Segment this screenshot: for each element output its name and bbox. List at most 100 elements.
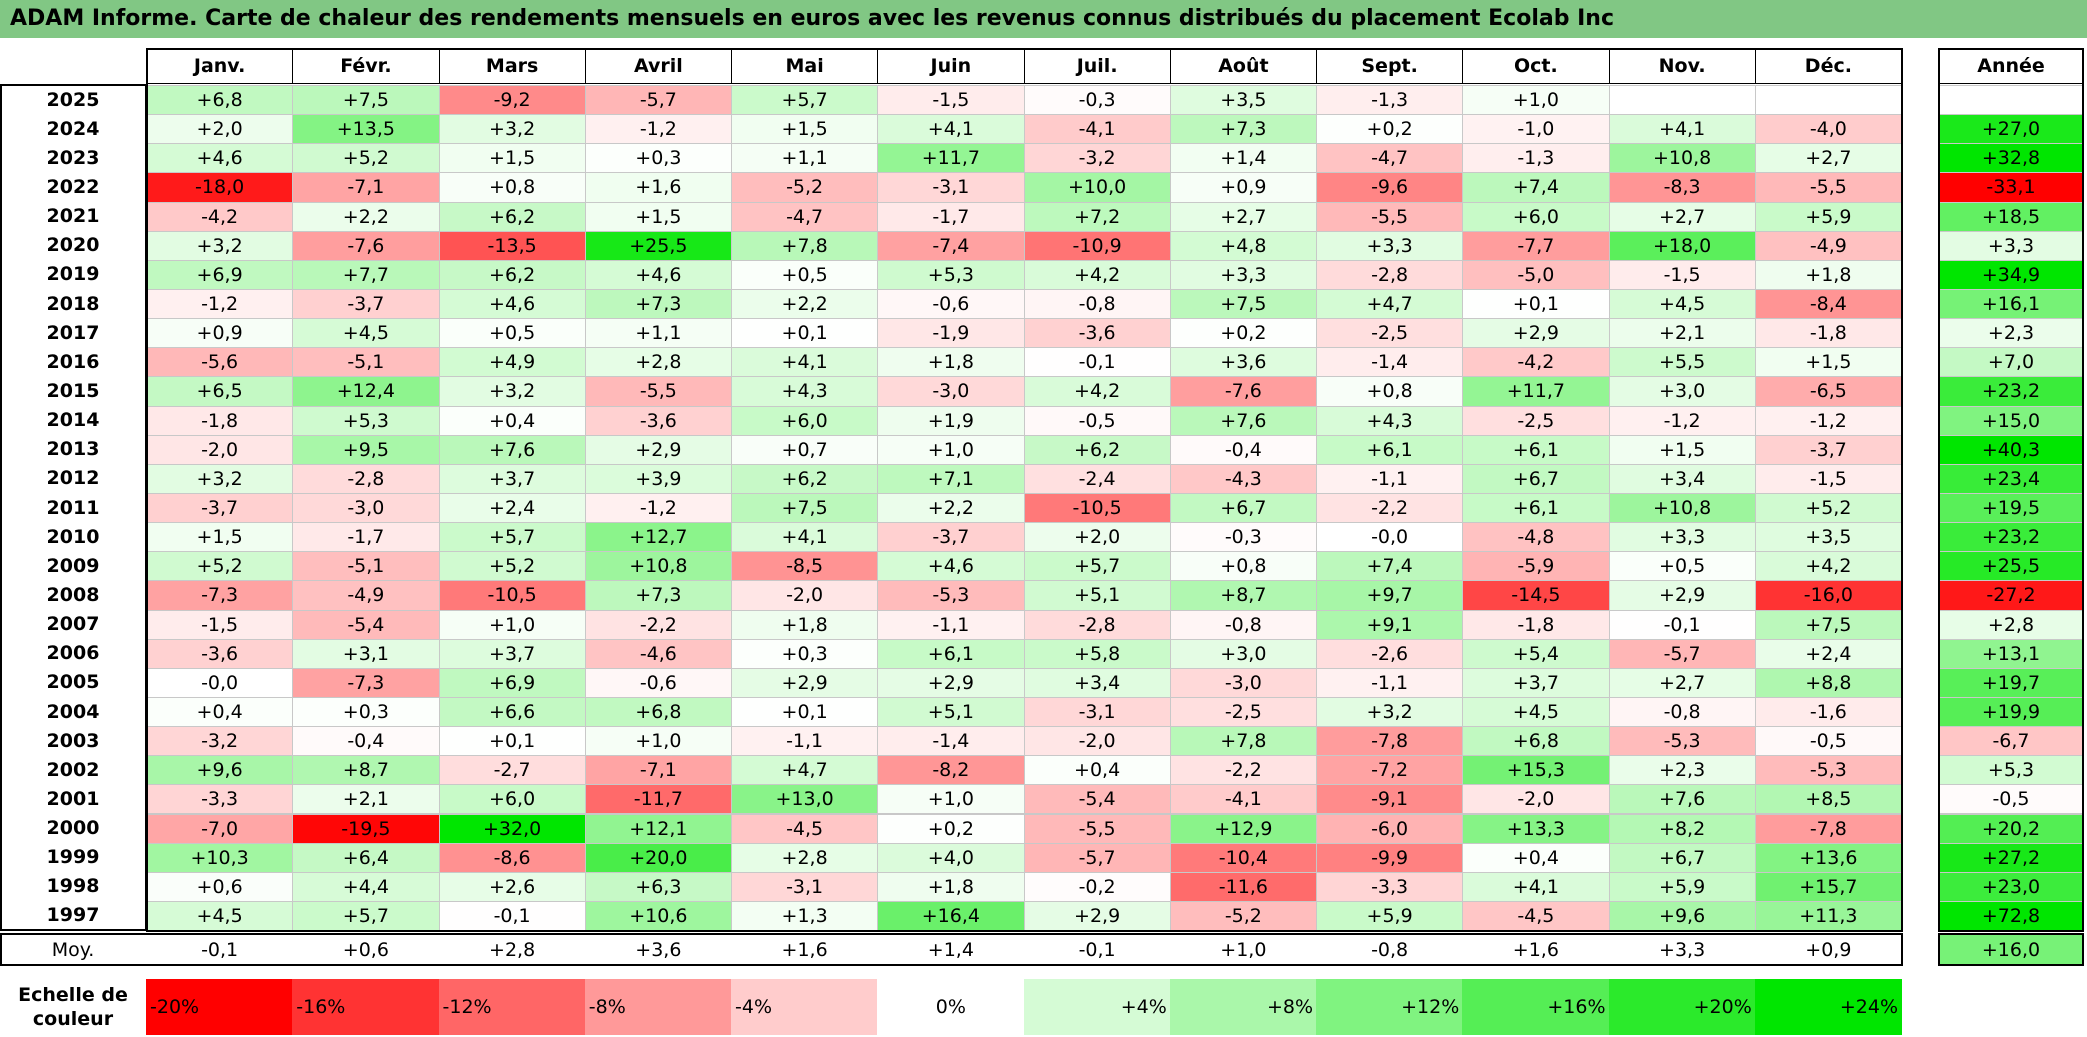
annual-cell: +7,0 [1938,347,2084,378]
average-cell: +3,3 [1608,933,1756,966]
year-label: 2016 [0,347,146,377]
heatmap-cell: +4,1 [877,114,1025,145]
heatmap-cell: +2,7 [1608,667,1756,698]
heatmap-cell: -2,5 [1169,696,1317,728]
heatmap-cell: +2,3 [1608,755,1756,786]
heatmap-cell: -5,5 [1754,172,1902,203]
heatmap-cell: -4,8 [1462,522,1610,553]
year-label: 2017 [0,318,146,348]
heatmap-cell: -10,4 [1169,842,1317,873]
annual-cell: +19,9 [1938,696,2084,728]
year-label: 2020 [0,230,146,260]
heatmap-cell: -4,0 [1754,114,1902,145]
heatmap-cell: +12,7 [584,522,732,553]
heatmap-cell: -9,9 [1316,842,1464,873]
heatmap-cell: +9,6 [1608,900,1756,932]
color-scale-swatch: +24% [1754,979,1902,1035]
heatmap-cell: -3,1 [1023,696,1171,728]
heatmap-cell: +2,7 [1169,201,1317,232]
month-header: Oct. [1462,48,1610,84]
heatmap-cell: -0,6 [877,288,1025,320]
heatmap-cell: +6,0 [731,405,879,436]
heatmap-cell: +6,8 [1462,726,1610,757]
color-scale-swatch: 0% [877,979,1025,1035]
heatmap-cell: -1,9 [877,318,1025,349]
heatmap-cell: -5,3 [1608,726,1756,757]
heatmap-cell: -3,2 [1023,143,1171,174]
heatmap-cell: -7,3 [292,667,440,698]
color-scale-swatch: +16% [1462,979,1610,1035]
heatmap-cell: -8,2 [877,755,1025,786]
heatmap-cell: +4,1 [731,347,879,378]
heatmap-cell: -1,5 [146,609,294,640]
year-label: 1999 [0,842,146,872]
year-label: 2006 [0,638,146,668]
heatmap-cell: +4,4 [292,871,440,902]
heatmap-cell: -1,8 [1462,609,1610,640]
heatmap-cell: -7,8 [1316,726,1464,757]
heatmap-cell: +6,2 [1023,434,1171,465]
heatmap-cell: +2,4 [438,492,586,524]
heatmap-cell: -5,6 [146,347,294,378]
heatmap-cell: -2,8 [1316,259,1464,290]
heatmap-cell: +0,8 [1169,551,1317,582]
heatmap-cell: +5,3 [292,405,440,436]
heatmap-cell: -1,2 [584,114,732,145]
heatmap-cell: -0,0 [1316,522,1464,553]
average-cell: +2,8 [438,933,586,966]
heatmap-cell: -1,3 [1316,85,1464,116]
heatmap-cell: +7,4 [1316,551,1464,582]
month-header: Mars [438,48,586,84]
heatmap-cell: -0,8 [1608,696,1756,728]
heatmap-cell: +1,0 [584,726,732,757]
heatmap-cell: +1,5 [731,114,879,145]
heatmap-cell: -9,6 [1316,172,1464,203]
heatmap-cell: +3,2 [438,376,586,407]
heatmap-cell: +0,7 [731,434,879,465]
heatmap-cell: +13,6 [1754,842,1902,873]
heatmap-cell: +4,3 [731,376,879,407]
year-label: 2021 [0,201,146,231]
average-cell: +3,6 [584,933,732,966]
heatmap-cell: +0,1 [731,318,879,349]
heatmap-cell: +0,4 [1462,842,1610,873]
heatmap-cell: +5,9 [1316,900,1464,932]
year-total-header: Année [1938,48,2084,84]
color-scale-title: Echelle de couleur [0,979,146,1035]
heatmap-cell: -1,1 [731,726,879,757]
heatmap-cell: -2,2 [584,609,732,640]
heatmap-cell: -3,6 [146,638,294,669]
heatmap-cell: +2,9 [877,667,1025,698]
heatmap-cell: +0,5 [1608,551,1756,582]
heatmap-cell: -1,8 [1754,318,1902,349]
heatmap-cell: +0,4 [146,696,294,728]
heatmap-cell: +5,7 [1023,551,1171,582]
heatmap-cell: -1,5 [877,85,1025,116]
heatmap-cell: +3,0 [1169,638,1317,669]
heatmap-cell: +7,5 [292,85,440,116]
annual-cell: +16,1 [1938,288,2084,320]
heatmap-cell: +1,0 [877,434,1025,465]
heatmap-cell: +1,0 [1462,85,1610,116]
average-cell: -0,8 [1316,933,1464,966]
heatmap-cell: +2,4 [1754,638,1902,669]
annual-cell: +32,8 [1938,143,2084,174]
heatmap-cell: -7,6 [1169,376,1317,407]
heatmap-cell: +0,2 [1169,318,1317,349]
average-cell: -0,1 [146,933,294,966]
heatmap-cell: -5,7 [1023,842,1171,873]
heatmap-cell: -0,3 [1023,85,1171,116]
heatmap-cell: +6,9 [146,259,294,290]
heatmap-cell: +1,4 [1169,143,1317,174]
heatmap-cell: -5,9 [1462,551,1610,582]
heatmap-cell: +6,4 [292,842,440,873]
heatmap-cell: +3,3 [1169,259,1317,290]
heatmap-cell: +10,0 [1023,172,1171,203]
heatmap-cell: +2,6 [438,871,586,902]
year-label: 2009 [0,551,146,581]
month-header: Févr. [292,48,440,84]
heatmap-cell: -0,4 [1169,434,1317,465]
year-label: 2008 [0,580,146,610]
year-label: 2003 [0,726,146,756]
